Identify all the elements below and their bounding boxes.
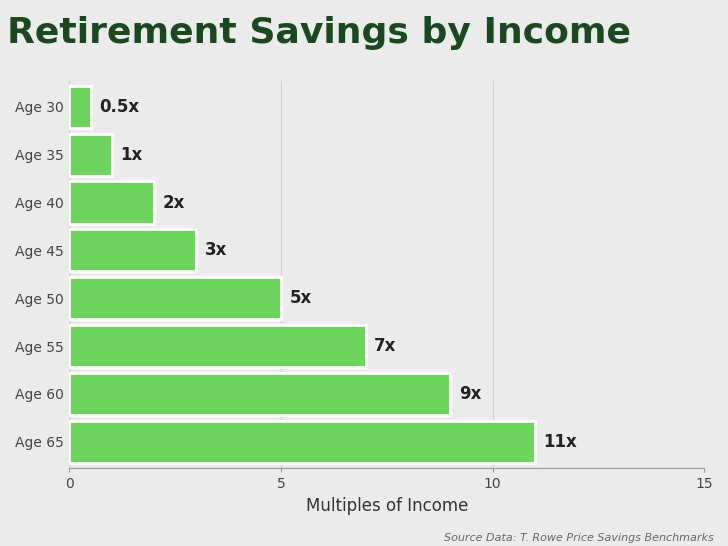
Bar (69, 277, 281, 319)
Text: 7x: 7x (374, 337, 397, 355)
Text: 5x: 5x (290, 289, 312, 307)
Bar (69, 229, 197, 271)
Bar (69, 86, 90, 128)
Bar (69, 181, 154, 223)
X-axis label: Multiples of Income: Multiples of Income (306, 497, 468, 515)
Bar (69, 134, 111, 176)
Bar (69, 420, 535, 463)
Text: Source Data: T. Rowe Price Savings Benchmarks: Source Data: T. Rowe Price Savings Bench… (443, 533, 713, 543)
Bar (69, 325, 365, 367)
Text: 3x: 3x (205, 241, 227, 259)
Text: 1x: 1x (120, 146, 143, 164)
Text: 11x: 11x (543, 433, 577, 451)
Bar (69, 373, 451, 415)
Text: 2x: 2x (162, 193, 185, 211)
Text: 0.5x: 0.5x (99, 98, 139, 116)
Text: Retirement Savings by Income: Retirement Savings by Income (7, 16, 631, 50)
Text: 9x: 9x (459, 385, 481, 403)
